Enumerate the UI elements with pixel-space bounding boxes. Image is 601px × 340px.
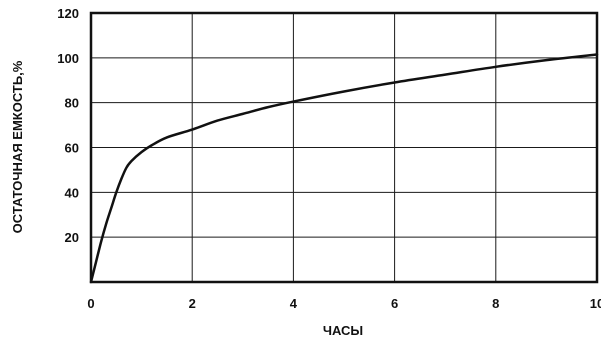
y-tick-label: 40 [65, 185, 79, 200]
x-axis-title: ЧАСЫ [323, 323, 363, 338]
x-tick-label: 0 [87, 296, 94, 311]
x-tick-label: 2 [189, 296, 196, 311]
y-tick-label: 80 [65, 96, 79, 111]
grid-lines [91, 13, 597, 282]
x-tick-label: 4 [290, 296, 298, 311]
y-axis-title: ОСТАТОЧНАЯ ЕМКОСТЬ,% [10, 60, 25, 233]
x-tick-label: 6 [391, 296, 398, 311]
tick-labels: 0 2 4 6 8 10 20 40 60 80 100 120 [57, 6, 601, 311]
capacity-curve [89, 53, 599, 284]
x-tick-label: 10 [590, 296, 601, 311]
y-tick-label: 60 [65, 141, 79, 156]
y-tick-label: 120 [57, 6, 79, 21]
y-tick-label: 100 [57, 51, 79, 66]
x-tick-label: 8 [492, 296, 499, 311]
plot-frame [89, 11, 599, 284]
y-tick-label: 20 [65, 230, 79, 245]
